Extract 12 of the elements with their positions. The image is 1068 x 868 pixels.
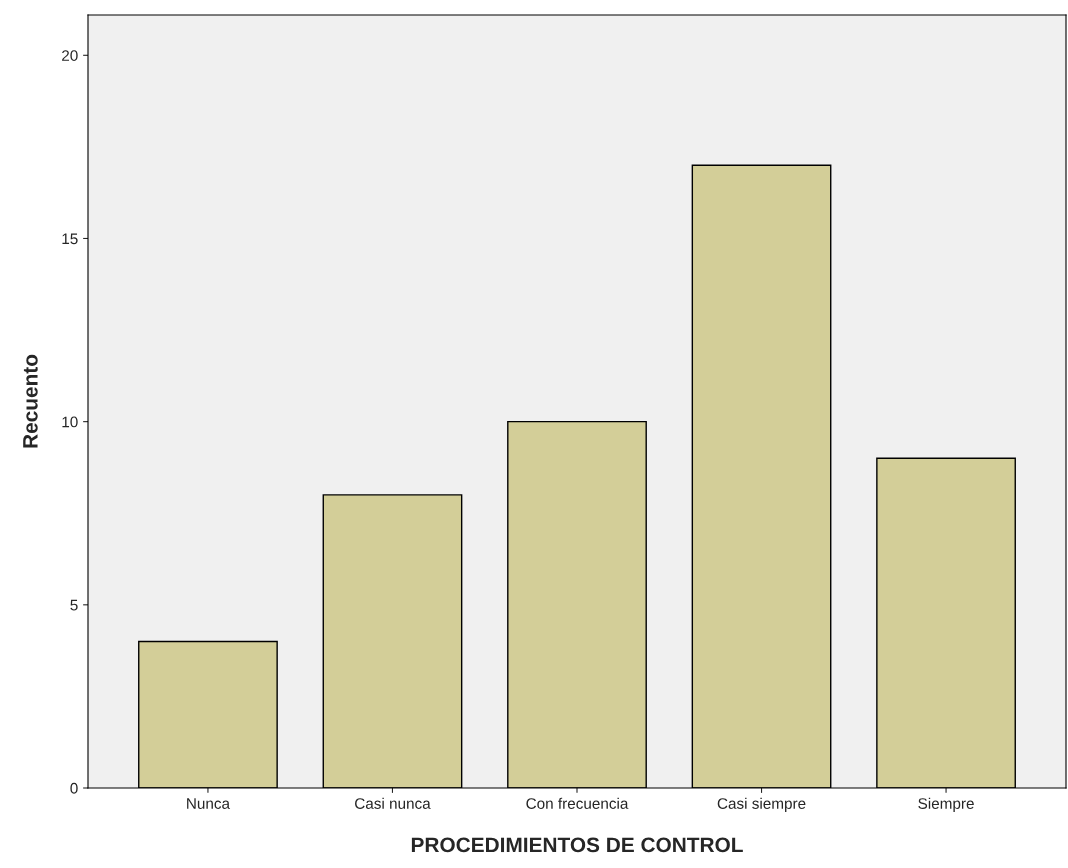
y-tick-label: 0 bbox=[70, 782, 78, 794]
y-tick-label: 20 bbox=[62, 50, 78, 61]
y-tick-label: 15 bbox=[62, 233, 78, 245]
x-tick-label: Casi siempre bbox=[717, 797, 806, 812]
y-axis-title: Recuento bbox=[23, 354, 38, 448]
x-tick-label: Casi nunca bbox=[355, 797, 431, 809]
x-tick-label: Con frecuencia bbox=[526, 797, 629, 809]
x-tick-label: Siempre bbox=[918, 797, 974, 812]
x-tick-label: Nunca bbox=[187, 798, 231, 809]
x-axis-title: PROCEDIMIENTOS DE CONTROL bbox=[411, 837, 743, 853]
y-tick-label: 10 bbox=[62, 416, 78, 428]
y-tick-label: 5 bbox=[70, 599, 78, 611]
